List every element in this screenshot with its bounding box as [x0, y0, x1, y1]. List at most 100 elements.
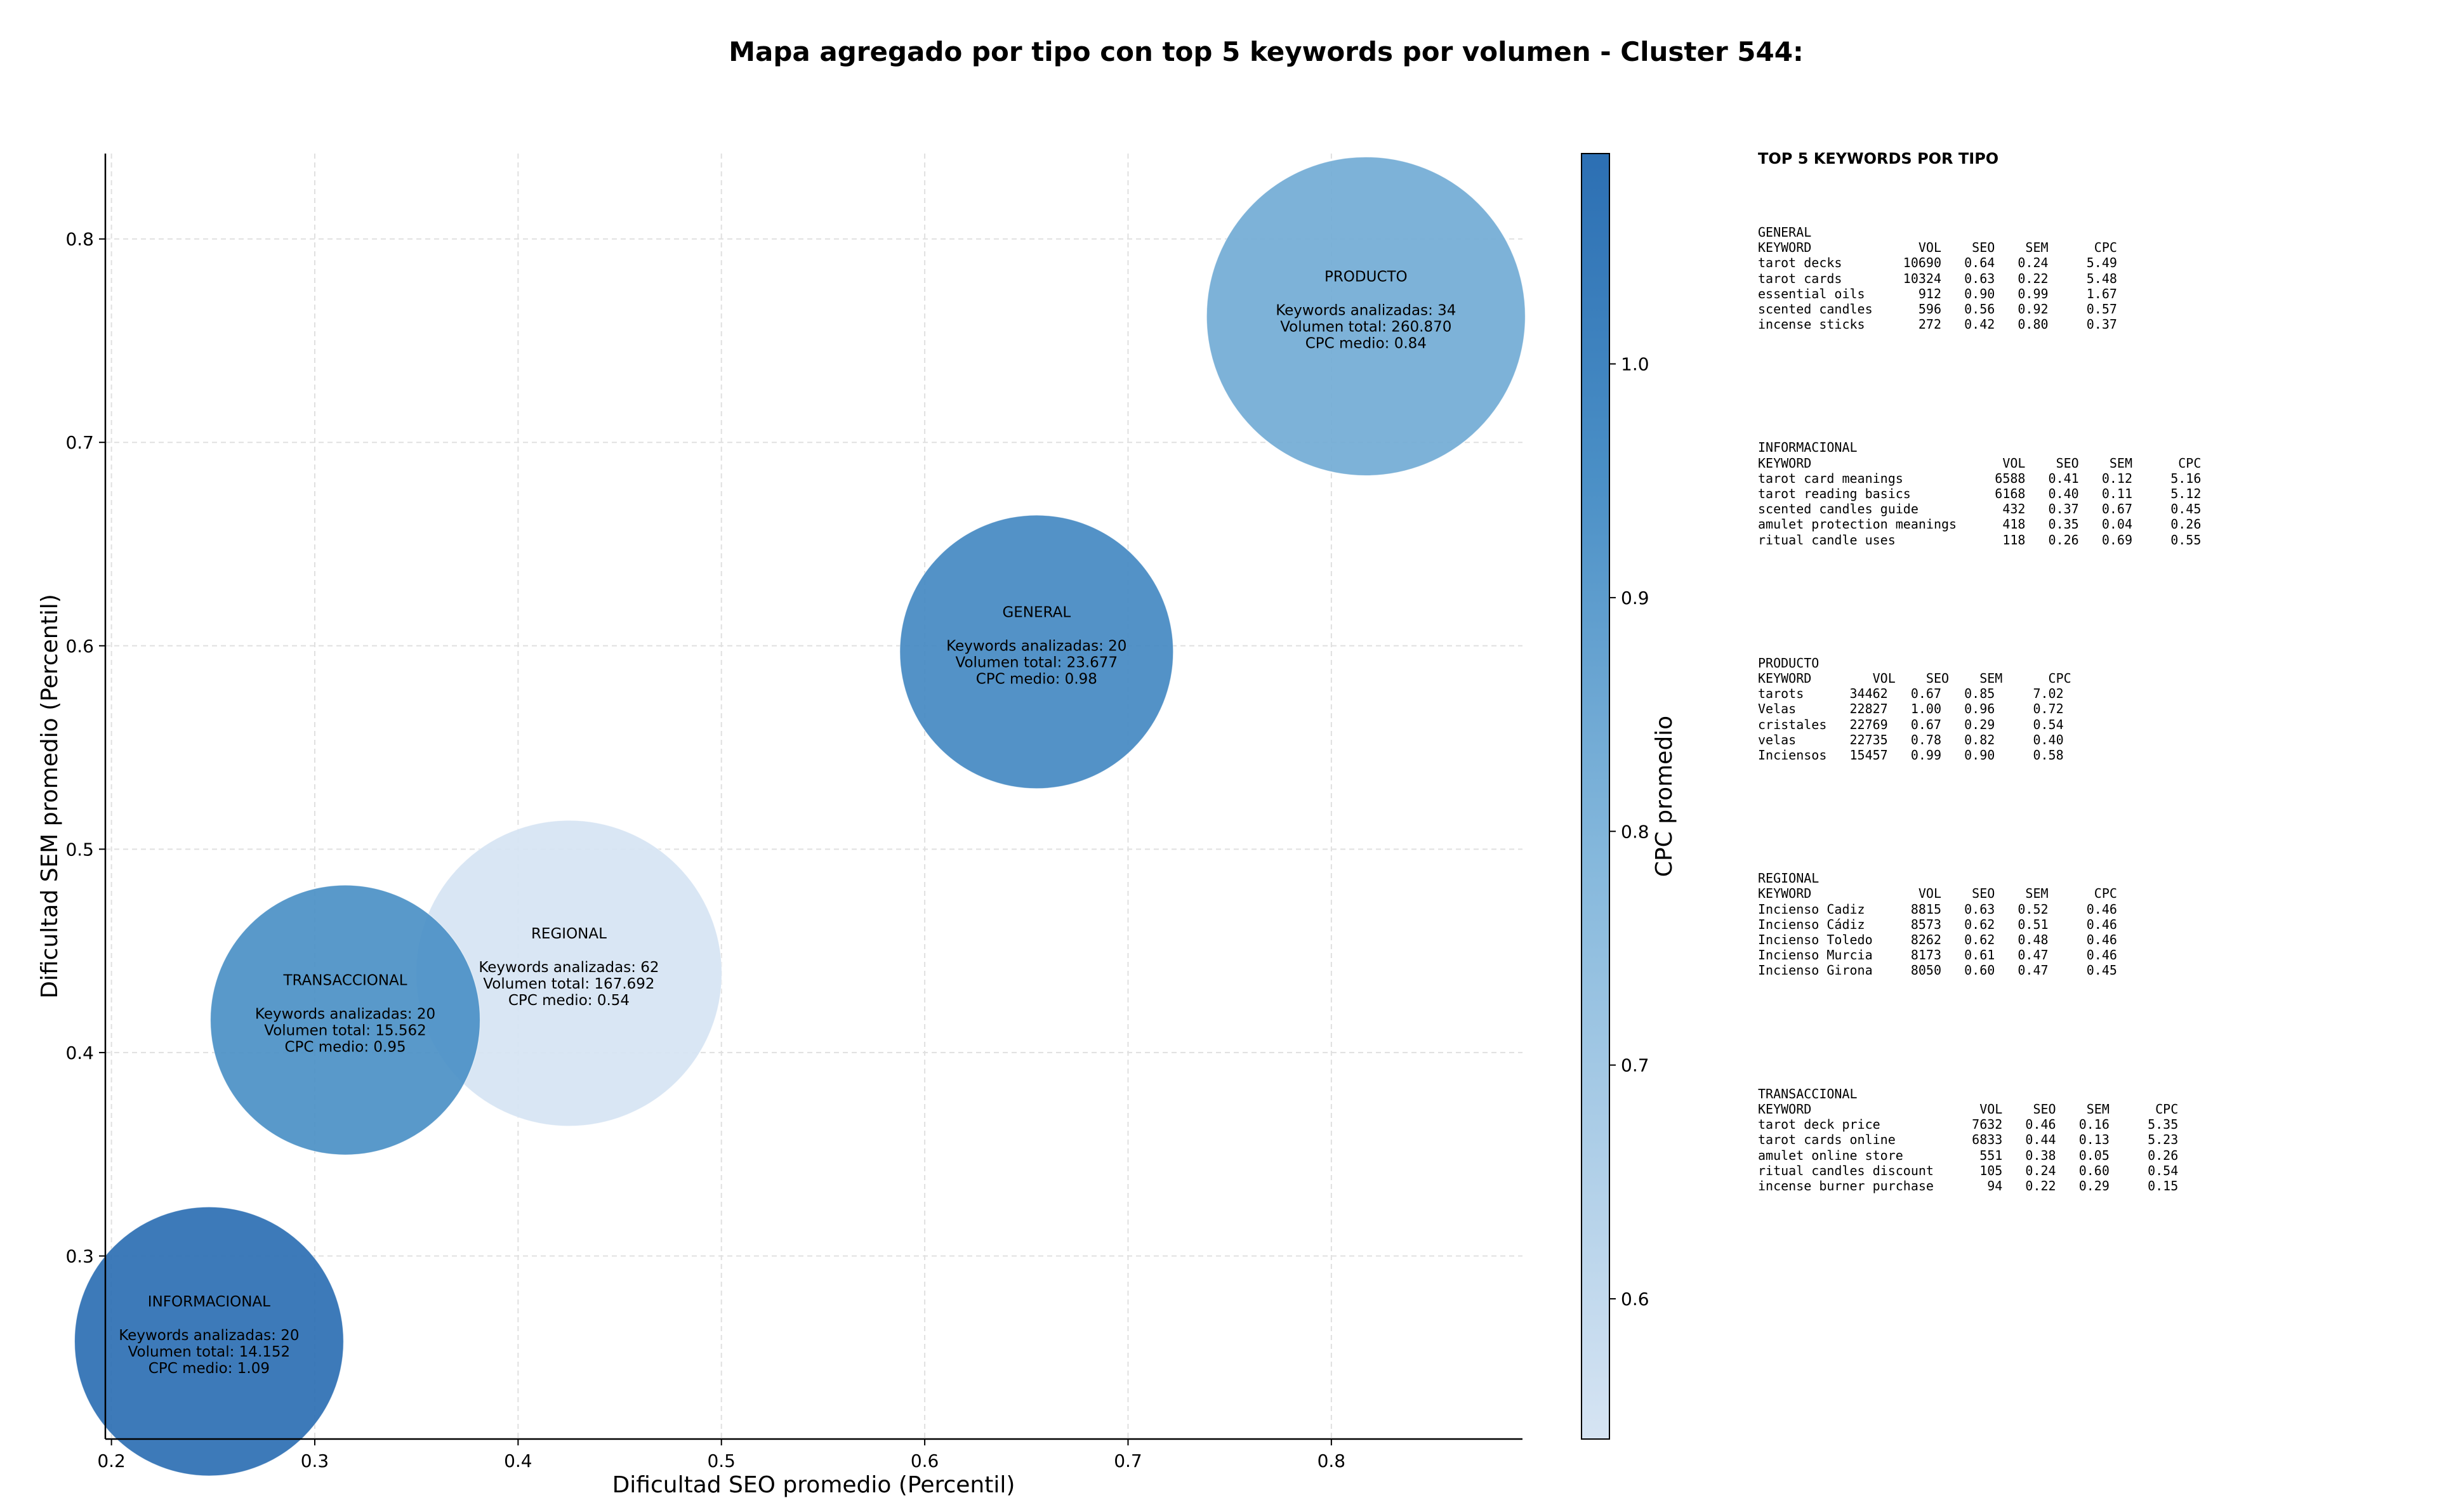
- keyword-row: Incienso Toledo 8262 0.62 0.48 0.46: [1758, 932, 2117, 948]
- keyword-row: incense sticks 272 0.42 0.80 0.37: [1758, 317, 2117, 332]
- keyword-table: GENERAL KEYWORD VOL SEO SEM CPC tarot de…: [1758, 225, 2418, 332]
- bubble-circle: [210, 884, 480, 1155]
- bubble-cpc-label: CPC medio: 0.95: [284, 1039, 406, 1056]
- chart-title: Mapa agregado por tipo con top 5 keyword…: [729, 36, 1804, 67]
- keyword-section-transaccional: TRANSACCIONAL KEYWORD VOL SEO SEM CPC ta…: [1758, 1086, 2418, 1193]
- bubble-volume-label: Volumen total: 15.562: [264, 1023, 426, 1039]
- keyword-section-regional: REGIONAL KEYWORD VOL SEO SEM CPC Inciens…: [1758, 871, 2418, 978]
- bubble-keywords-label: Keywords analizadas: 20: [119, 1327, 299, 1344]
- bubbles-layer: PRODUCTO Keywords analizadas: 34 Volumen t…: [74, 156, 1526, 1476]
- y-tick-label: 0.8: [65, 229, 94, 250]
- x-tick-label: 0.6: [911, 1450, 939, 1471]
- bubble-circle: [74, 1206, 344, 1476]
- x-axis-label: Dificultad SEO promedio (Percentil): [612, 1472, 1015, 1498]
- keyword-row: ritual candle uses 118 0.26 0.69 0.55: [1758, 532, 2202, 548]
- bubble-keywords-label: Keywords analizadas: 20: [946, 638, 1126, 654]
- bubble-cpc-label: CPC medio: 0.84: [1305, 335, 1427, 352]
- keyword-row: tarot cards 10324 0.63 0.22 5.48: [1758, 270, 2117, 286]
- axis-ticks: 0.2 0.3 0.4 0.5 0.6 0.7 0.8 0.3 0.4 0.5 0.6 0.7 0.8: [65, 229, 1345, 1471]
- colorbar-tick-label: 0.8: [1621, 821, 1649, 842]
- bubble-type-label: INFORMACIONAL: [148, 1294, 270, 1310]
- x-tick-label: 0.4: [504, 1450, 532, 1471]
- keyword-table: PRODUCTO KEYWORD VOL SEO SEM CPC tarots …: [1758, 655, 2418, 763]
- keyword-sections: GENERAL KEYWORD VOL SEO SEM CPC tarot de…: [1758, 225, 2418, 1193]
- keyword-row: tarot deck price 7632 0.46 0.16 5.35: [1758, 1117, 2179, 1133]
- keyword-row: Inciensos 15457 0.99 0.90 0.58: [1758, 747, 2064, 763]
- top-keywords-panel: TOP 5 KEYWORDS POR TIPO GENERAL KEYWORD …: [1758, 151, 2418, 1268]
- keyword-row: velas 22735 0.78 0.82 0.40: [1758, 732, 2064, 747]
- bubble-cpc-label: CPC medio: 0.98: [976, 671, 1097, 687]
- keyword-row: tarot reading basics 6168 0.40 0.11 5.12: [1758, 486, 2202, 502]
- colorbar: [1581, 153, 1610, 1440]
- colorbar-label: CPC promedio: [1651, 716, 1677, 877]
- bubble-type-label: PRODUCTO: [1324, 268, 1408, 285]
- keyword-row: amulet protection meanings 418 0.35 0.04…: [1758, 516, 2202, 532]
- keyword-table-header: KEYWORD VOL SEO SEM CPC: [1758, 455, 2202, 471]
- keyword-row: Incienso Girona 8050 0.60 0.47 0.45: [1758, 963, 2117, 978]
- keyword-section-general: GENERAL KEYWORD VOL SEO SEM CPC tarot de…: [1758, 225, 2418, 332]
- keyword-section-title: PRODUCTO: [1758, 655, 1819, 671]
- y-tick-label: 0.6: [65, 636, 94, 657]
- keyword-row: amulet online store 551 0.38 0.05 0.26: [1758, 1147, 2179, 1163]
- keyword-section-title: TRANSACCIONAL: [1758, 1086, 1858, 1101]
- bubble-keywords-label: Keywords analizadas: 20: [255, 1006, 435, 1023]
- bubble-type-label: TRANSACCIONAL: [282, 973, 407, 989]
- keyword-row: tarot decks 10690 0.64 0.24 5.49: [1758, 255, 2117, 271]
- keyword-row: Incienso Cadiz 8815 0.63 0.52 0.46: [1758, 901, 2117, 917]
- y-tick-label: 0.5: [65, 839, 94, 860]
- keyword-section-informacional: INFORMACIONAL KEYWORD VOL SEO SEM CPC ta…: [1758, 440, 2418, 547]
- keyword-row: scented candles 596 0.56 0.92 0.57: [1758, 301, 2117, 317]
- colorbar-gradient: [1581, 153, 1610, 1440]
- bubble-circle: [899, 515, 1174, 789]
- keyword-row: essential oils 912 0.90 0.99 1.67: [1758, 286, 2117, 301]
- bubble-transaccional: TRANSACCIONAL Keywords analizadas: 20Volu…: [210, 884, 480, 1155]
- bubble-keywords-label: Keywords analizadas: 34: [1276, 302, 1456, 319]
- bubble-informacional: INFORMACIONAL Keywords analizadas: 20Volu…: [74, 1206, 344, 1476]
- bubble-keywords-label: Keywords analizadas: 62: [479, 959, 659, 976]
- keyword-table: REGIONAL KEYWORD VOL SEO SEM CPC Inciens…: [1758, 871, 2418, 978]
- y-tick-label: 0.3: [65, 1246, 94, 1266]
- keyword-row: Incienso Cádiz 8573 0.62 0.51 0.46: [1758, 916, 2117, 932]
- keyword-section-title: INFORMACIONAL: [1758, 440, 1858, 456]
- keyword-table-header: KEYWORD VOL SEO SEM CPC: [1758, 240, 2117, 256]
- bubble-cpc-label: CPC medio: 0.54: [508, 992, 630, 1009]
- keyword-section-title: GENERAL: [1758, 225, 1812, 240]
- bubble-type-label: GENERAL: [1002, 604, 1071, 621]
- y-axis-label: Dificultad SEM promedio (Percentil): [37, 594, 63, 999]
- bubble-volume-label: Volumen total: 167.692: [483, 976, 654, 992]
- x-tick-label: 0.7: [1114, 1450, 1142, 1471]
- keyword-row: incense burner purchase 94 0.22 0.29 0.1…: [1758, 1178, 2179, 1193]
- bubble-type-label: REGIONAL: [531, 926, 607, 942]
- keyword-row: Velas 22827 1.00 0.96 0.72: [1758, 701, 2064, 717]
- keyword-row: tarots 34462 0.67 0.85 7.02: [1758, 686, 2064, 702]
- bubble-circle: [1206, 156, 1526, 476]
- x-tick-label: 0.5: [707, 1450, 736, 1471]
- colorbar-tick-label: 0.7: [1621, 1055, 1649, 1076]
- x-tick-label: 0.2: [97, 1450, 126, 1471]
- keyword-section-producto: PRODUCTO KEYWORD VOL SEO SEM CPC tarots …: [1758, 655, 2418, 763]
- x-tick-label: 0.3: [301, 1450, 329, 1471]
- keyword-table: INFORMACIONAL KEYWORD VOL SEO SEM CPC ta…: [1758, 440, 2418, 547]
- keyword-table-header: KEYWORD VOL SEO SEM CPC: [1758, 671, 2071, 687]
- x-tick-label: 0.8: [1318, 1450, 1346, 1471]
- keyword-table-header: KEYWORD VOL SEO SEM CPC: [1758, 886, 2117, 902]
- keyword-row: Incienso Murcia 8173 0.61 0.47 0.46: [1758, 947, 2117, 963]
- keyword-row: cristales 22769 0.67 0.29 0.54: [1758, 716, 2064, 732]
- y-tick-label: 0.4: [65, 1042, 94, 1063]
- colorbar-tick-label: 0.9: [1621, 588, 1649, 608]
- keyword-row: ritual candles discount 105 0.24 0.60 0.…: [1758, 1162, 2179, 1178]
- colorbar-tick-label: 0.6: [1621, 1289, 1649, 1310]
- keyword-row: tarot cards online 6833 0.44 0.13 5.23: [1758, 1132, 2179, 1148]
- keyword-table-header: KEYWORD VOL SEO SEM CPC: [1758, 1101, 2179, 1117]
- colorbar-ticks: 0.6 0.7 0.8 0.9 1.0: [1609, 354, 1649, 1310]
- keyword-section-title: REGIONAL: [1758, 871, 1819, 886]
- keyword-row: scented candles guide 432 0.37 0.67 0.45: [1758, 501, 2202, 517]
- panel-title: TOP 5 KEYWORDS POR TIPO: [1758, 150, 1999, 168]
- colorbar-tick-label: 1.0: [1621, 354, 1649, 375]
- grid-lines: [105, 154, 1522, 1439]
- keyword-row: tarot card meanings 6588 0.41 0.12 5.16: [1758, 470, 2202, 486]
